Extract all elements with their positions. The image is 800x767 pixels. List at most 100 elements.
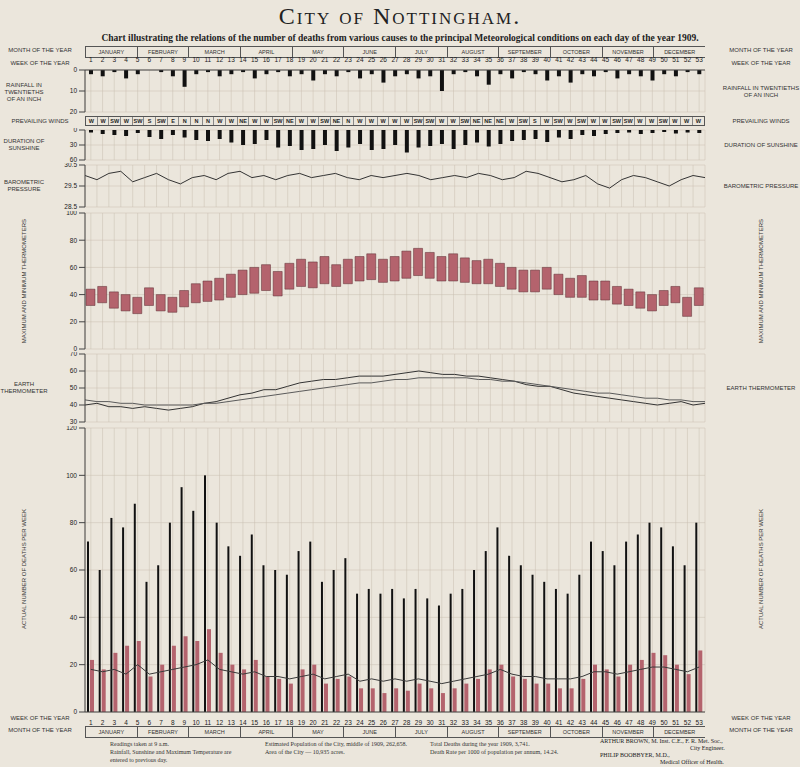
svg-text:34: 34 (473, 56, 481, 63)
svg-text:14: 14 (239, 719, 247, 726)
svg-text:11: 11 (204, 56, 211, 63)
svg-text:37: 37 (508, 719, 516, 726)
svg-text:6: 6 (148, 56, 152, 63)
svg-text:60: 60 (70, 156, 78, 162)
svg-text:4: 4 (124, 719, 128, 726)
svg-text:0: 0 (73, 708, 77, 715)
svg-text:52: 52 (684, 56, 692, 63)
svg-text:9: 9 (183, 56, 187, 63)
svg-text:100: 100 (66, 211, 77, 216)
svg-text:48: 48 (637, 56, 645, 63)
svg-text:5: 5 (136, 719, 140, 726)
svg-text:53: 53 (696, 719, 704, 726)
svg-text:4: 4 (124, 56, 128, 63)
svg-text:16: 16 (263, 719, 271, 726)
svg-text:38: 38 (520, 719, 528, 726)
svg-text:30.5: 30.5 (64, 163, 77, 168)
svg-text:6: 6 (148, 719, 152, 726)
svg-text:27: 27 (391, 56, 399, 63)
svg-text:46: 46 (614, 56, 622, 63)
svg-text:49: 49 (649, 56, 657, 63)
svg-text:15: 15 (251, 719, 259, 726)
svg-text:49: 49 (649, 719, 657, 726)
svg-text:23: 23 (345, 719, 353, 726)
svg-text:11: 11 (204, 719, 211, 726)
svg-text:30: 30 (426, 56, 434, 63)
svg-text:50: 50 (660, 56, 668, 63)
svg-text:29: 29 (415, 56, 423, 63)
svg-text:18: 18 (286, 56, 294, 63)
svg-text:22: 22 (333, 56, 341, 63)
svg-text:19: 19 (298, 56, 306, 63)
svg-text:44: 44 (590, 719, 598, 726)
svg-text:20: 20 (70, 318, 78, 325)
svg-text:50: 50 (660, 719, 668, 726)
svg-text:23: 23 (345, 56, 353, 63)
svg-text:9: 9 (183, 719, 187, 726)
svg-text:47: 47 (625, 719, 633, 726)
svg-text:28: 28 (403, 56, 411, 63)
svg-text:51: 51 (672, 56, 680, 63)
svg-text:36: 36 (497, 719, 505, 726)
svg-text:8: 8 (171, 719, 175, 726)
svg-text:2: 2 (101, 719, 105, 726)
svg-text:36: 36 (497, 56, 505, 63)
svg-text:80: 80 (70, 519, 78, 526)
svg-text:120: 120 (66, 426, 77, 431)
svg-text:29: 29 (415, 719, 423, 726)
svg-text:25: 25 (368, 719, 376, 726)
svg-text:42: 42 (567, 719, 575, 726)
svg-text:60: 60 (70, 566, 78, 573)
svg-text:28: 28 (403, 719, 411, 726)
svg-text:0: 0 (73, 345, 77, 351)
svg-text:39: 39 (532, 56, 540, 63)
svg-text:53: 53 (696, 56, 704, 63)
svg-text:10: 10 (193, 56, 201, 63)
svg-text:26: 26 (380, 56, 388, 63)
svg-text:20: 20 (309, 56, 317, 63)
svg-text:18: 18 (286, 719, 294, 726)
svg-text:25: 25 (368, 56, 376, 63)
svg-text:24: 24 (356, 56, 364, 63)
svg-text:40: 40 (543, 719, 551, 726)
svg-text:20: 20 (309, 719, 317, 726)
svg-text:31: 31 (438, 56, 446, 63)
svg-text:16: 16 (263, 56, 271, 63)
svg-text:3: 3 (112, 56, 116, 63)
svg-text:33: 33 (462, 56, 470, 63)
svg-text:46: 46 (614, 719, 622, 726)
svg-text:10: 10 (193, 719, 201, 726)
svg-text:51: 51 (672, 719, 680, 726)
svg-text:29.5: 29.5 (64, 182, 77, 189)
svg-text:45: 45 (602, 56, 610, 63)
svg-text:20: 20 (70, 108, 78, 114)
svg-text:42: 42 (567, 56, 575, 63)
svg-text:32: 32 (450, 719, 458, 726)
svg-text:41: 41 (555, 719, 563, 726)
svg-text:30: 30 (70, 141, 78, 148)
svg-text:10: 10 (70, 87, 78, 94)
svg-text:28.5: 28.5 (64, 203, 77, 209)
svg-text:12: 12 (216, 56, 224, 63)
svg-text:5: 5 (136, 56, 140, 63)
svg-text:30: 30 (70, 418, 78, 424)
svg-text:30: 30 (426, 719, 434, 726)
svg-text:35: 35 (485, 719, 493, 726)
svg-text:50: 50 (70, 384, 78, 391)
svg-text:44: 44 (590, 56, 598, 63)
svg-text:21: 21 (321, 719, 329, 726)
svg-text:60: 60 (70, 264, 78, 271)
svg-text:13: 13 (228, 56, 236, 63)
svg-text:32: 32 (450, 56, 458, 63)
svg-text:0: 0 (73, 128, 77, 133)
svg-text:8: 8 (171, 56, 175, 63)
svg-text:48: 48 (637, 719, 645, 726)
svg-text:35: 35 (485, 56, 493, 63)
svg-text:43: 43 (579, 719, 587, 726)
svg-text:20: 20 (70, 661, 78, 668)
svg-text:70: 70 (70, 352, 78, 357)
svg-text:13: 13 (228, 719, 236, 726)
svg-text:40: 40 (70, 614, 78, 621)
svg-text:26: 26 (380, 719, 388, 726)
svg-text:24: 24 (356, 719, 364, 726)
